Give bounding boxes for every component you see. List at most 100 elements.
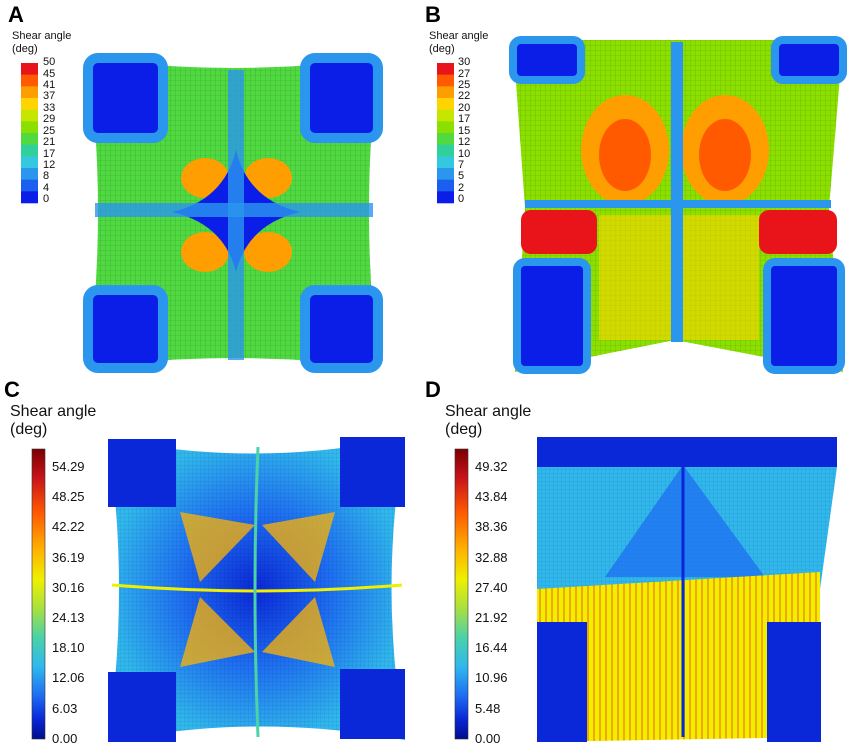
- shape-d: [537, 437, 837, 742]
- panel-d: D Shear angle (deg) 49.32 43.84 38.36 32.88…: [425, 377, 850, 755]
- colorbar-tick-label: 12.06: [52, 670, 85, 686]
- colorbar-tick-label: 29: [43, 113, 56, 126]
- panel-b-svg: [437, 36, 847, 374]
- colorbar-tick-label: 50: [43, 56, 56, 69]
- colorbar-tick-label: 10.96: [475, 670, 508, 686]
- colorbar-tick-label: 0: [43, 193, 50, 206]
- colorbar-swatch: [21, 168, 38, 180]
- panel-d-svg: [454, 437, 837, 742]
- colorbar-tick-label: 49.32: [475, 458, 508, 474]
- legend-title-b-line2: (deg): [429, 42, 455, 55]
- corner-block-a-tr: [300, 53, 383, 143]
- colorbar-tick-label: 45: [43, 67, 56, 80]
- colorbar-tick-label: 24.13: [52, 610, 85, 626]
- colorbar-tick-label: 4: [43, 181, 50, 194]
- colorbar-swatch: [437, 156, 454, 169]
- colorbar-tick-label: 36.19: [52, 549, 85, 565]
- colorbar-swatch: [437, 191, 454, 204]
- shape-b: [509, 36, 847, 374]
- hot-band-b-left: [521, 210, 597, 254]
- colorbar-tick-label: 10: [458, 147, 471, 160]
- legend-title-a: Shear angle (deg): [12, 30, 71, 55]
- legend-title-c: Shear angle (deg): [10, 403, 96, 440]
- colorbar-swatch: [437, 74, 454, 87]
- colorbar-swatch: [437, 98, 454, 110]
- corner-block-c-tl: [108, 439, 176, 507]
- colorbar-tick-label: 21: [43, 136, 56, 149]
- corner-block-c-tr: [340, 437, 405, 507]
- colorbar-tick-label: 42.22: [52, 519, 85, 535]
- top-band-d: [537, 437, 837, 467]
- colorbar-tick-label: 48.25: [52, 489, 85, 505]
- colorbar-tick-label: 32.88: [475, 549, 508, 565]
- corner-block-b-bl: [513, 258, 591, 374]
- colorbar-swatch: [437, 109, 454, 122]
- colorbar-tick-label: 41: [43, 79, 56, 91]
- colorbar-tick-label: 0.00: [52, 730, 78, 746]
- corner-block-c-bl: [108, 672, 176, 742]
- shape-c: [108, 437, 405, 742]
- corner-block-b-tr: [771, 36, 847, 84]
- colorbar-tick-label: 15: [458, 124, 471, 137]
- corner-block-d-bl: [537, 622, 587, 742]
- colorbar-tick-label: 0: [458, 193, 465, 206]
- corner-block-a-tl: [83, 53, 168, 143]
- colorbar-tick-label: 18.10: [52, 640, 85, 656]
- colorbar-swatch: [21, 156, 38, 169]
- legend-title-d-line2: (deg): [445, 421, 483, 439]
- colorbar-tick-label: 21.92: [475, 610, 508, 626]
- colorbar-tick-label: 43.84: [475, 489, 508, 505]
- colorbar-swatch: [21, 133, 38, 145]
- legend-title-b-line1: Shear angle: [429, 30, 489, 42]
- colorbar-tick-label: 8: [43, 170, 50, 183]
- colorbar-tick-label: 30.16: [52, 579, 85, 595]
- colorbar-tick-label: 5.48: [475, 700, 501, 716]
- panel-c: C Shear angle (deg) 54.29 48.25 42: [0, 377, 425, 755]
- colorbar-swatch: [21, 191, 38, 204]
- colorbar-tick-label: 12: [43, 158, 56, 171]
- colorbar-swatch: [21, 121, 38, 134]
- colorbar-tick-label: 25: [458, 79, 471, 91]
- colorbar-swatch: [21, 86, 38, 99]
- colorbar-swatch: [437, 168, 454, 180]
- colorbar-tick-label: 17: [43, 147, 56, 160]
- colorbar-a: [21, 63, 38, 204]
- colorbar-tick-label: 16.44: [475, 640, 508, 656]
- colorbar-swatch: [437, 144, 454, 157]
- legend-title-c-line1: Shear angle: [10, 403, 97, 420]
- colorbar-tick-label: 5: [458, 170, 465, 183]
- legend-title-d-line1: Shear angle: [445, 403, 532, 420]
- colorbar-d: [454, 448, 469, 740]
- colorbar-tick-label: 37: [43, 90, 56, 103]
- shape-a: [83, 53, 383, 373]
- corner-block-c-br: [340, 669, 405, 739]
- colorbar-swatch: [437, 86, 454, 99]
- colorbar-swatch: [21, 109, 38, 122]
- hot-band-b-right: [759, 210, 837, 254]
- corner-block-a-br: [300, 285, 383, 373]
- panel-label-c: C: [4, 377, 20, 402]
- panel-c-svg: [31, 437, 405, 742]
- panel-a-svg: [21, 53, 383, 373]
- colorbar-swatch: [21, 63, 38, 75]
- legend-title-b: Shear angle (deg): [429, 30, 488, 55]
- legend-title-c-line2: (deg): [10, 421, 48, 439]
- panel-b: B Shear angle (deg) 30 27 25 22 20 17 15 12 10 7 5…: [425, 0, 850, 377]
- colorbar-tick-label: 25: [43, 124, 56, 137]
- colorbar-b: [437, 63, 454, 204]
- colorbar-tick-label: 20: [458, 101, 471, 114]
- colorbar-tick-label: 7: [458, 158, 465, 171]
- colorbar-tick-label: 38.36: [475, 519, 508, 535]
- colorbar-tick-label: 27.40: [475, 579, 508, 595]
- colorbar-swatch: [437, 121, 454, 134]
- colorbar-tick-label: 12: [458, 136, 471, 149]
- colorbar-tick-label: 0.00: [475, 730, 501, 746]
- panel-label-d: D: [425, 377, 441, 402]
- panel-a: A Shear angle (deg) 50 45 41 37 33 29 25 21 17 1: [0, 0, 425, 377]
- panel-label-a: A: [8, 2, 24, 27]
- corner-block-d-br: [767, 622, 821, 742]
- colorbar-swatch: [21, 144, 38, 157]
- colorbar-tick-label: 30: [458, 56, 471, 69]
- legend-title-d: Shear angle (deg): [445, 403, 531, 440]
- panel-label-b: B: [425, 2, 441, 27]
